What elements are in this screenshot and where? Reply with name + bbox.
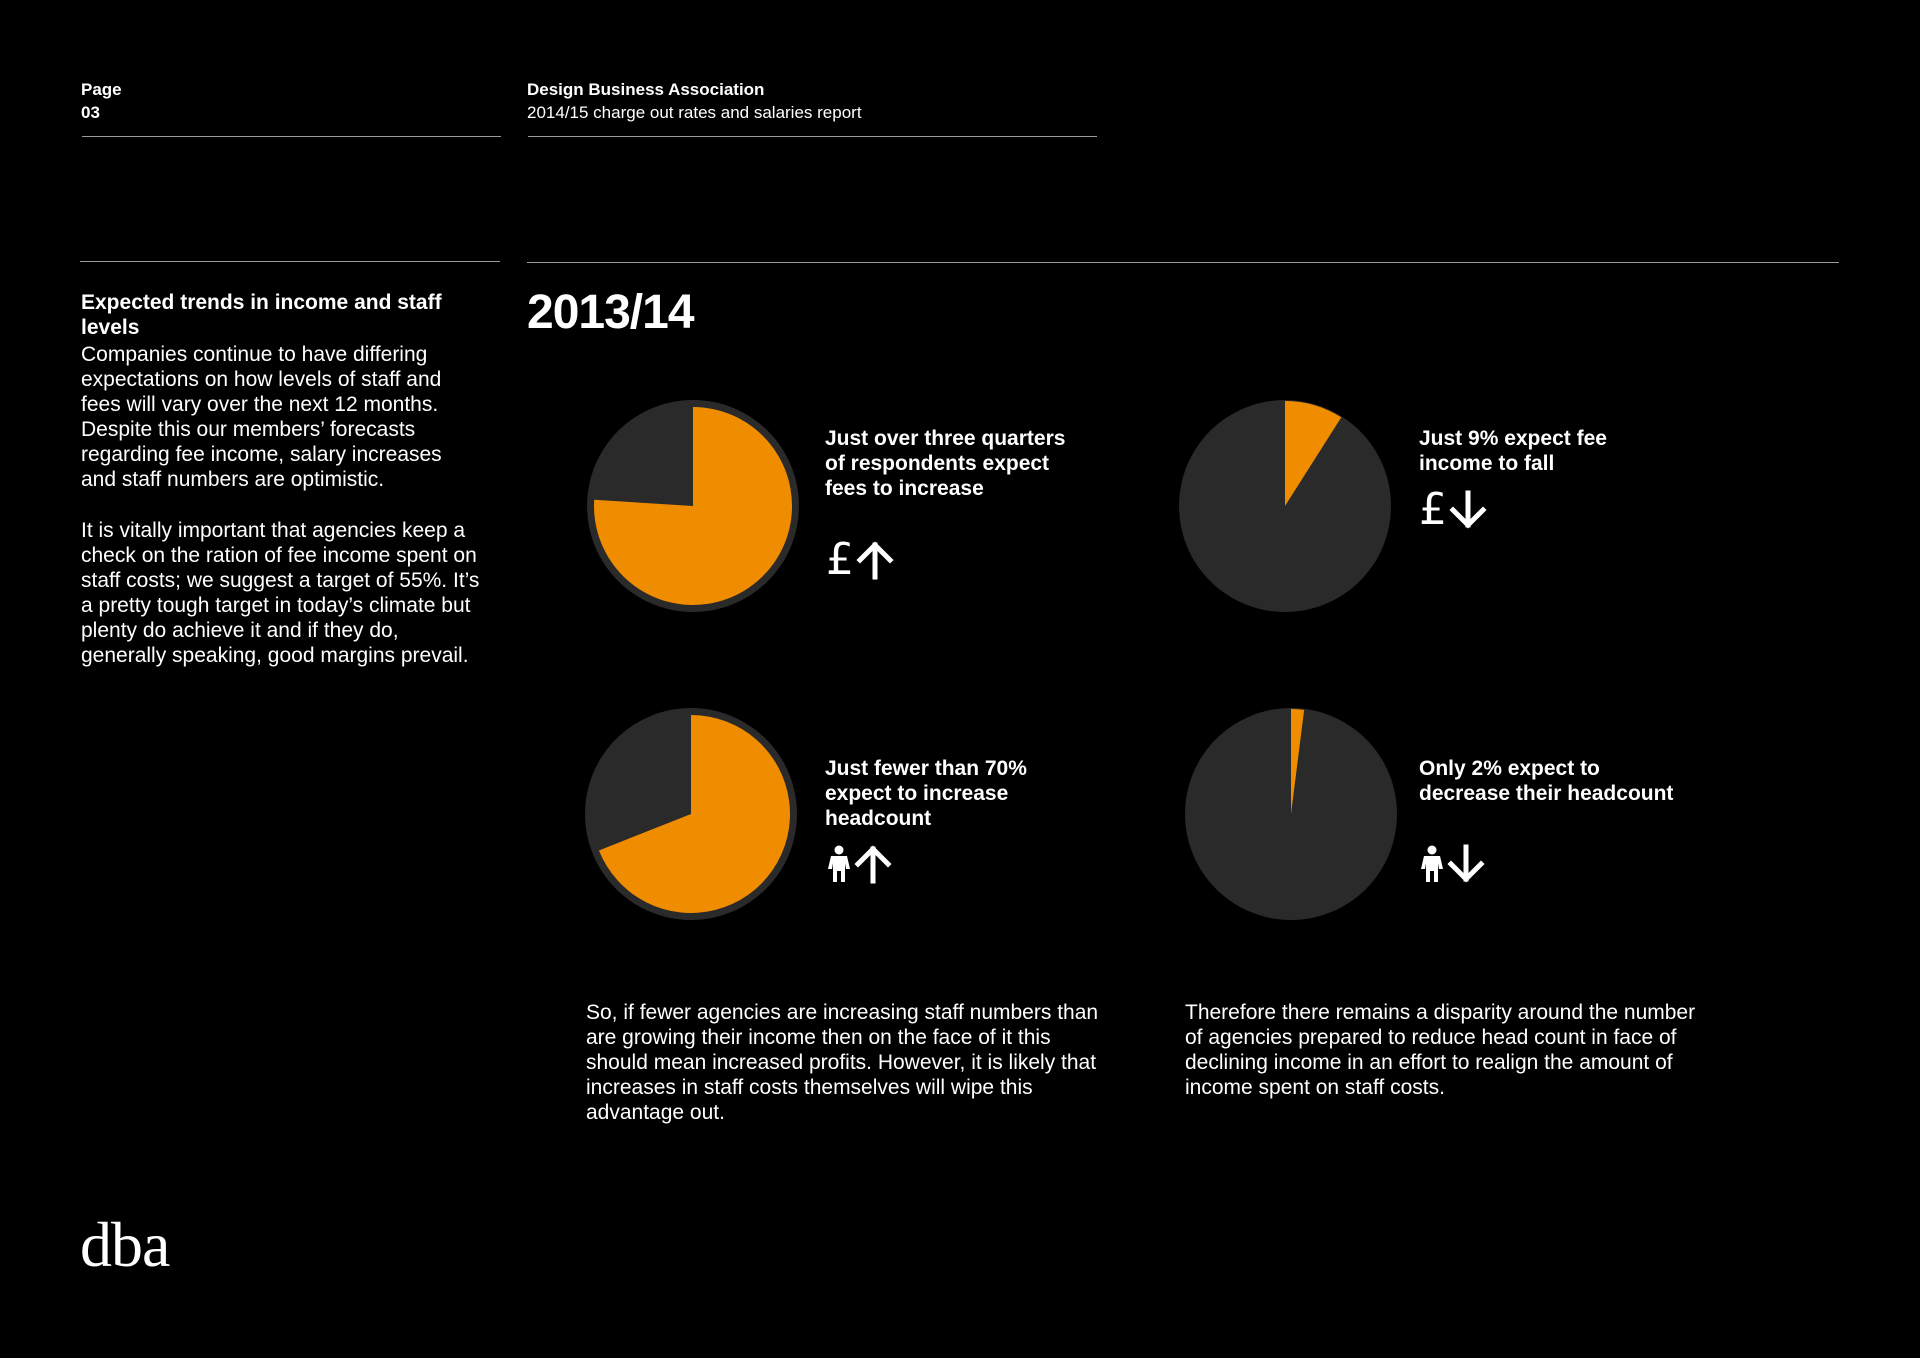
section-title: Expected trends in income and staff leve… [81,291,442,339]
footnote-right: Therefore there remains a disparity arou… [1185,1001,1696,1099]
intro-paragraph: Companies continue to have differing exp… [81,343,442,491]
pie-chart-fees-increase [587,400,799,612]
section-rule-right [527,262,1839,263]
pie-slice-highlight [1291,709,1305,814]
arrow-up-icon [854,845,892,884]
pie-chart-headcount-increase [585,708,797,920]
section-rule-left [80,261,500,262]
icon-group: £ [1419,488,1489,532]
year-heading: 2013/14 [527,286,695,339]
icon-group: £ [826,538,896,582]
header-rule-right [528,136,1097,137]
pound-icon: £ [1419,484,1447,535]
person-icon [1421,845,1443,882]
page-label: Page [81,80,122,99]
arrow-up-icon [856,541,894,580]
page-number: 03 [81,103,100,122]
stat-caption: Just over three quarters of respondents … [825,427,1066,500]
pie-chart-fees-fall [1179,400,1391,612]
pie-slice-highlight [1285,401,1342,506]
person-icon [828,845,850,882]
report-title: 2014/15 charge out rates and salaries re… [527,103,862,122]
icon-group [1419,843,1487,885]
org-name: Design Business Association [527,80,765,99]
stat-caption: Only 2% expect to decrease their headcou… [1419,757,1674,805]
stat-caption: Just 9% expect fee income to fall [1419,427,1607,475]
page-indicator: Page 03 [81,78,122,124]
arrow-down-icon [1447,844,1485,883]
pie-chart-headcount-decrease [1185,708,1397,920]
arrow-down-icon [1449,490,1487,529]
stat-caption: Just fewer than 70% expect to increase h… [825,757,1027,830]
pie-slice-highlight [598,715,790,913]
pound-icon: £ [826,534,854,585]
header-rule-left [82,136,501,137]
report-header: Design Business Association 2014/15 char… [527,78,862,124]
intro-paragraph: It is vitally important that agencies ke… [81,519,480,667]
icon-group [826,843,894,885]
pie-slice-highlight [594,407,793,605]
footnote-left: So, if fewer agencies are increasing sta… [586,1001,1099,1124]
dba-logo: dba [80,1209,170,1280]
